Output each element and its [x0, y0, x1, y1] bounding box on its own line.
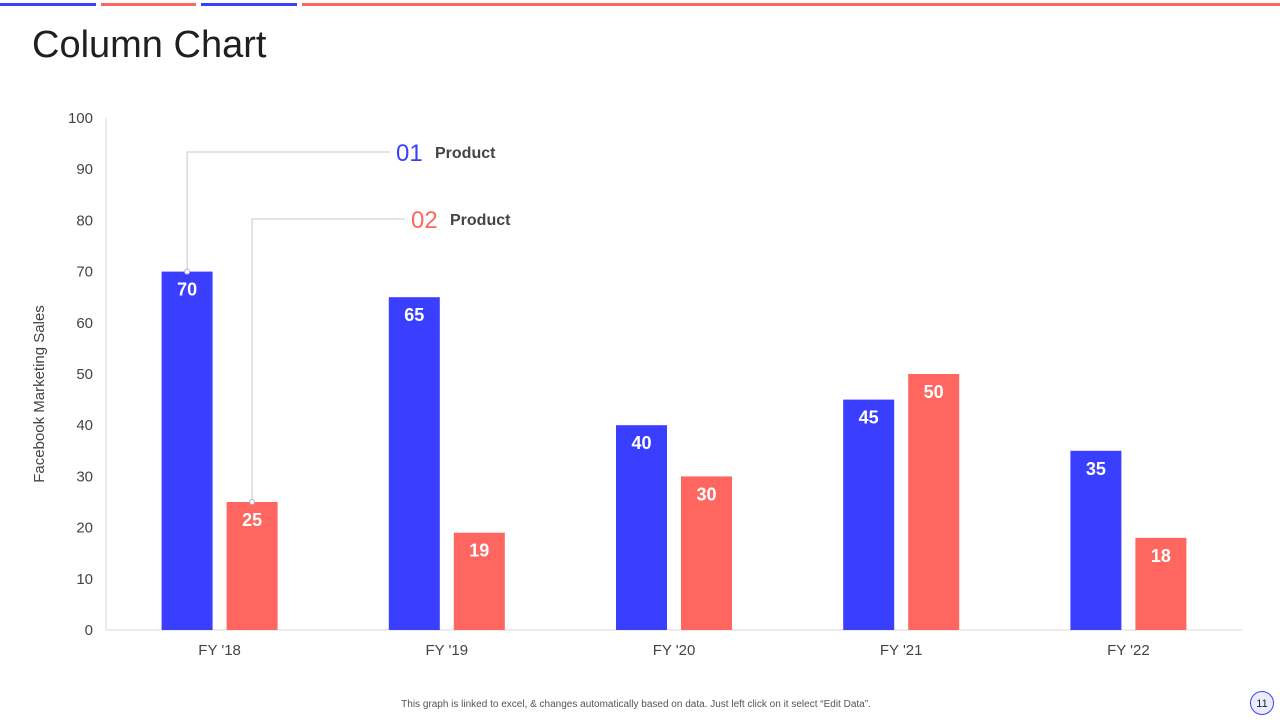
legend-series-name: Product — [435, 145, 496, 162]
bar-series-1 — [843, 399, 895, 630]
bar-value-label: 65 — [404, 305, 424, 325]
top-accent-bar-4 — [302, 3, 1280, 6]
bar-series-1 — [388, 297, 440, 630]
page-number-badge: 11 — [1250, 691, 1274, 715]
top-accent-bar-3 — [201, 3, 297, 6]
legend-callout-line — [186, 151, 390, 272]
y-tick-label: 60 — [76, 315, 93, 332]
footnote: This graph is linked to excel, & changes… — [401, 699, 871, 710]
bar-value-label: 45 — [859, 408, 879, 428]
bar-series-2 — [1135, 537, 1187, 630]
y-tick-label: 20 — [76, 520, 93, 537]
bar-value-label: 25 — [242, 510, 262, 530]
x-tick-label: FY '19 — [425, 642, 468, 659]
x-tick-label: FY '21 — [880, 642, 923, 659]
y-tick-label: 80 — [76, 212, 93, 229]
legend-callout-dot — [184, 268, 191, 275]
bar-series-1 — [161, 271, 213, 630]
y-tick-label: 100 — [68, 110, 93, 127]
bar-value-label: 19 — [469, 541, 489, 561]
top-accent-bar-2 — [101, 3, 196, 6]
y-tick-label: 90 — [76, 161, 93, 178]
legend-callout-line — [251, 218, 405, 502]
y-axis-title: Facebook Marketing Sales — [31, 305, 48, 483]
legend-series-name: Product — [450, 212, 511, 229]
bar-value-label: 30 — [696, 484, 716, 504]
x-tick-label: FY '18 — [198, 642, 241, 659]
bar-value-label: 50 — [924, 382, 944, 402]
y-tick-label: 0 — [85, 622, 93, 639]
y-tick-label: 70 — [76, 264, 93, 281]
legend-number: 01 — [396, 140, 423, 167]
bar-value-label: 40 — [631, 433, 651, 453]
y-tick-label: 30 — [76, 468, 93, 485]
y-tick-label: 10 — [76, 571, 93, 588]
bar-value-label: 70 — [177, 280, 197, 300]
page-title: Column Chart — [32, 24, 267, 66]
bar-series-2 — [681, 476, 732, 630]
bar-series-2 — [226, 502, 278, 630]
top-accent-bar-1 — [0, 3, 96, 6]
bar-value-label: 35 — [1086, 459, 1106, 479]
bar-series-1 — [616, 425, 667, 630]
legend-callout-dot — [249, 499, 256, 505]
legend-number: 02 — [411, 207, 438, 234]
x-tick-label: FY '20 — [653, 642, 696, 659]
x-tick-label: FY '22 — [1107, 642, 1150, 659]
y-tick-label: 40 — [76, 417, 93, 434]
bar-series-2 — [908, 374, 960, 630]
y-tick-label: 50 — [76, 366, 93, 383]
bar-series-2 — [453, 532, 505, 630]
bar-value-label: 18 — [1151, 546, 1171, 566]
bar-series-1 — [1070, 450, 1122, 630]
